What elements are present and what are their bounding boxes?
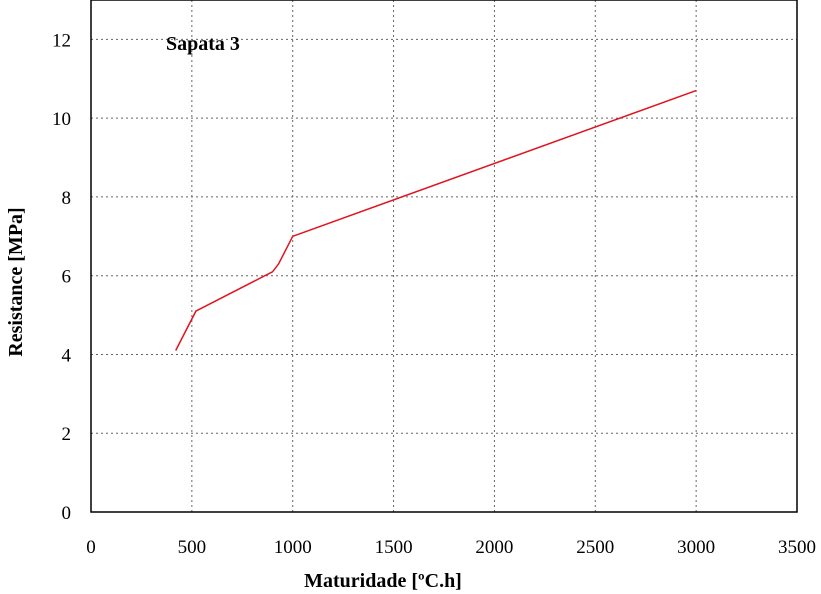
y-tick-label: 10 — [52, 109, 71, 130]
chart-annotation: Sapata 3 — [166, 33, 240, 55]
x-tick-label: 500 — [178, 537, 207, 558]
y-axis-title: Resistance [MPa] — [5, 207, 27, 356]
plot-frame — [90, 0, 798, 513]
y-tick-labels: 0 2 4 6 8 10 12 — [52, 30, 72, 524]
y-tick-label: 6 — [62, 267, 72, 288]
x-tick-label: 0 — [86, 537, 96, 558]
x-tick-label: 1500 — [375, 537, 413, 558]
grid — [91, 0, 797, 512]
x-tick-label: 1000 — [274, 537, 312, 558]
x-axis-title: Maturidade [ºC.h] — [304, 570, 462, 592]
y-tick-label: 0 — [62, 503, 72, 524]
x-tick-label: 3500 — [778, 537, 816, 558]
series-layer — [175, 89, 697, 351]
x-tick-label: 2500 — [576, 537, 614, 558]
y-tick-label: 12 — [52, 30, 71, 51]
x-tick-label: 3000 — [677, 537, 715, 558]
series-line — [175, 89, 697, 351]
y-tick-label: 8 — [62, 188, 72, 209]
y-tick-label: 4 — [62, 345, 72, 366]
x-tick-label: 2000 — [475, 537, 513, 558]
y-tick-label: 2 — [62, 424, 72, 445]
plot-background — [91, 0, 797, 512]
x-tick-labels: 0 500 1000 1500 2000 2500 3000 3500 — [86, 537, 816, 558]
